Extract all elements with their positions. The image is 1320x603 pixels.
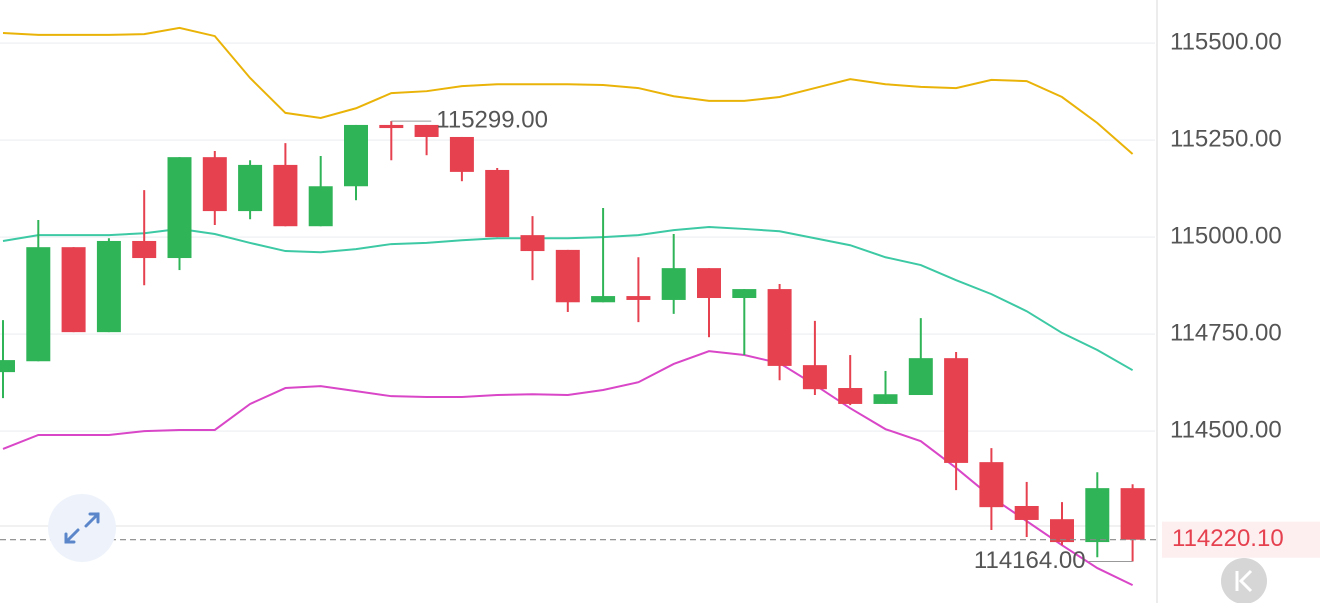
scroll-icon bbox=[1235, 569, 1253, 593]
band-line bbox=[2, 26, 1134, 155]
candle-body bbox=[273, 164, 298, 227]
scroll-latest-button[interactable] bbox=[1221, 558, 1267, 603]
candle-body bbox=[555, 249, 580, 303]
candle-body bbox=[344, 124, 368, 187]
candle-body bbox=[26, 247, 51, 362]
max-label: 115299.00 bbox=[436, 106, 548, 133]
candle-body bbox=[167, 157, 192, 259]
candle-body bbox=[379, 124, 404, 129]
candle-body bbox=[908, 358, 933, 396]
candle-body bbox=[626, 296, 651, 300]
candle-body bbox=[838, 388, 863, 404]
current-price-box bbox=[1162, 521, 1320, 558]
y-tick-label: 114500.00 bbox=[1170, 416, 1282, 443]
candle-body bbox=[520, 235, 545, 252]
scroll-button-bg bbox=[1221, 558, 1267, 603]
candle-body bbox=[944, 358, 969, 463]
candle-body bbox=[767, 289, 792, 366]
expand-button[interactable] bbox=[48, 494, 116, 562]
candle-body bbox=[1120, 488, 1145, 540]
candle-body bbox=[96, 240, 121, 333]
candle-body bbox=[591, 296, 616, 303]
candle-body bbox=[414, 124, 439, 137]
candle-body bbox=[979, 462, 1004, 508]
y-tick-label: 115250.00 bbox=[1170, 125, 1282, 152]
candle-body bbox=[1050, 519, 1074, 543]
current-price-label: 114220.10 bbox=[1172, 525, 1284, 552]
candle-body bbox=[202, 157, 227, 212]
candle-body bbox=[1014, 505, 1039, 520]
candle-body bbox=[873, 394, 898, 404]
min-label: 114164.00 bbox=[974, 547, 1086, 574]
candle-body bbox=[449, 136, 474, 172]
candle-body bbox=[308, 186, 333, 227]
candle-body bbox=[732, 289, 757, 299]
candle-body bbox=[485, 169, 510, 238]
candle-body bbox=[1085, 488, 1110, 543]
y-tick-label: 115000.00 bbox=[1170, 222, 1282, 249]
candle-body bbox=[132, 240, 157, 259]
y-tick-label: 115500.00 bbox=[1170, 28, 1282, 55]
candle-body bbox=[238, 164, 263, 212]
expand-button-bg bbox=[48, 494, 116, 562]
candle-body bbox=[61, 247, 86, 333]
candle-body bbox=[0, 360, 15, 373]
y-tick-label: 114750.00 bbox=[1170, 319, 1282, 346]
candle-body bbox=[802, 365, 827, 390]
candle-body bbox=[697, 268, 721, 299]
candle-body bbox=[661, 268, 686, 300]
expand-icon bbox=[64, 512, 100, 544]
